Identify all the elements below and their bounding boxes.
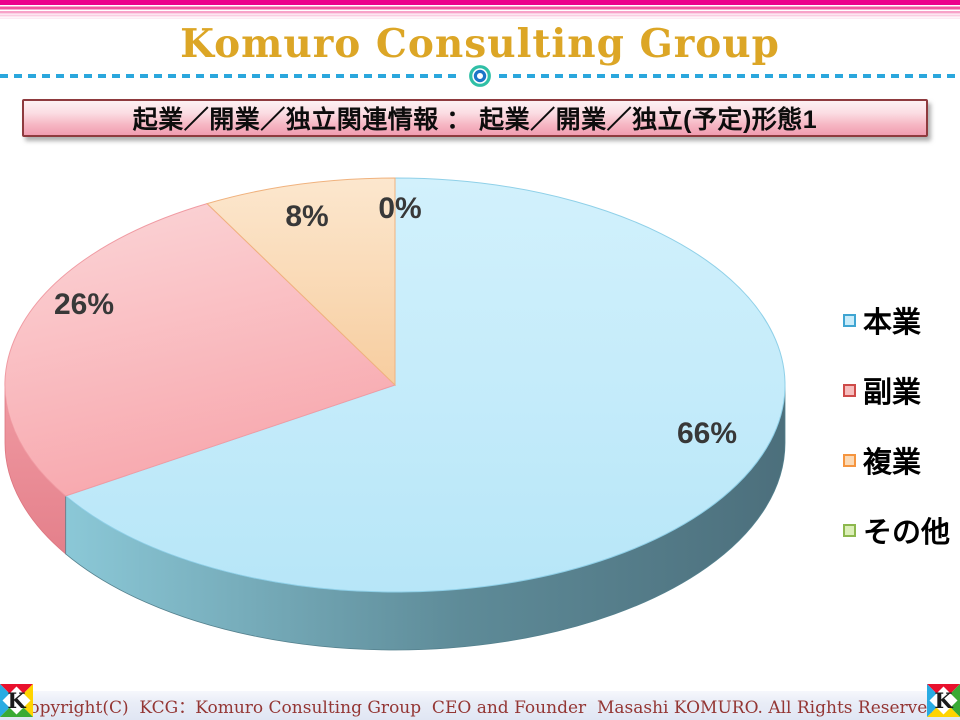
top-stripe-band <box>0 0 960 20</box>
kcg-logo-left: K <box>0 684 33 717</box>
kcg-logo-right: K <box>927 684 960 717</box>
dash-line-right <box>499 74 960 78</box>
legend-label-hongyo: 本業 <box>863 307 922 339</box>
bullseye-icon <box>469 65 491 87</box>
dash-line-left <box>0 74 461 78</box>
pie-label-66: 66% <box>677 417 737 450</box>
footer: Copyright(C) KCG：Komuro Consulting Group… <box>0 691 960 720</box>
dashed-divider <box>0 64 960 88</box>
pie-chart: 66% 26% 8% 0% <box>0 150 820 680</box>
legend-item-hongyo: 本業 <box>843 285 960 355</box>
legend-swatch-hongyo <box>843 313 856 327</box>
page-title: Komuro Consulting Group <box>180 21 780 67</box>
legend-swatch-sonota <box>843 523 856 537</box>
section-banner-text: 起業／開業／独立関連情報 ： 起業／開業／独立(予定)形態1 <box>132 106 818 134</box>
legend-label-sonota: その他 <box>863 517 951 549</box>
pie-label-26: 26% <box>54 288 114 321</box>
legend-item-fukugyo2: 複業 <box>843 425 960 495</box>
legend-swatch-fukugyo2 <box>843 453 856 467</box>
pie-slice-fukugyo <box>4 203 396 497</box>
legend-swatch-fukugyo <box>843 383 856 397</box>
section-banner: 起業／開業／独立関連情報 ： 起業／開業／独立(予定)形態1 <box>22 99 928 137</box>
legend-label-fukugyo: 副業 <box>863 377 922 409</box>
pie-slice-hongyo <box>64 177 786 593</box>
legend-item-sonota: その他 <box>843 495 960 565</box>
pie-label-0: 0% <box>378 192 421 225</box>
logo-letter: K <box>7 688 26 713</box>
copyright-text: Copyright(C) KCG：Komuro Consulting Group… <box>16 698 944 718</box>
pie-label-8: 8% <box>285 200 328 233</box>
legend-label-fukugyo2: 複業 <box>863 447 922 479</box>
pie-slice-fukugyo2 <box>206 177 396 387</box>
legend-item-fukugyo: 副業 <box>843 355 960 425</box>
logo-letter: K <box>934 688 953 713</box>
pie-chart-svg: 66% 26% 8% 0% <box>4 177 786 651</box>
chart-legend: 本業 副業 複業 その他 <box>843 285 960 565</box>
